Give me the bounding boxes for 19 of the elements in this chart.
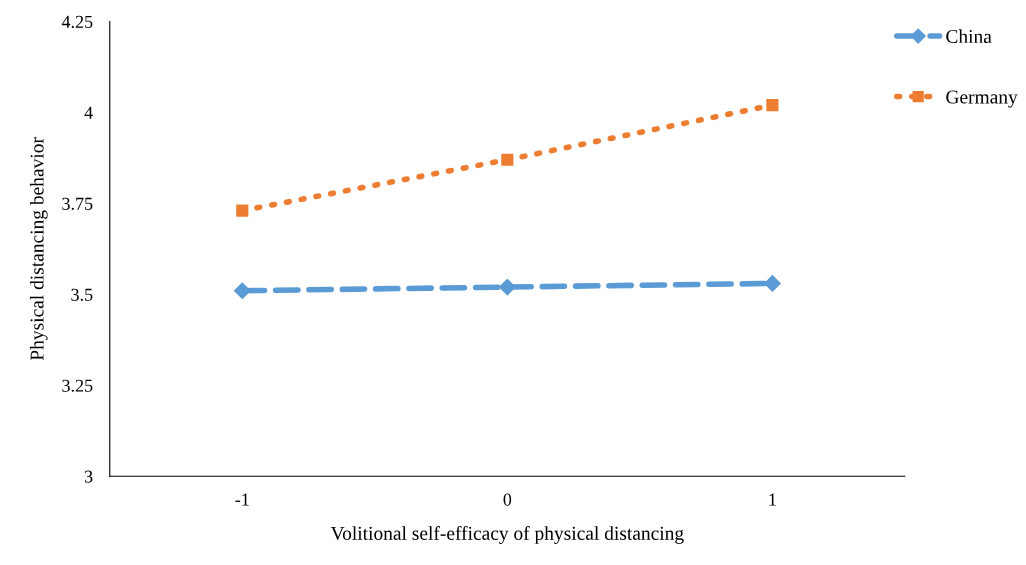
legend-label: China bbox=[946, 29, 992, 44]
legend-label: Germany bbox=[946, 90, 1018, 108]
y-tick-label: 3 bbox=[84, 470, 93, 483]
point bbox=[501, 153, 514, 166]
point bbox=[764, 275, 781, 292]
point bbox=[766, 99, 779, 112]
x-tick-label: 0 bbox=[503, 493, 512, 506]
y-axis-title: Physical distancing behavior bbox=[29, 137, 48, 361]
x-tick-label: -1 bbox=[235, 493, 249, 506]
x-tick-label: 1 bbox=[769, 493, 776, 506]
point bbox=[234, 282, 251, 300]
y-tick-label: 4.25 bbox=[61, 15, 93, 28]
y-tick-label: 4 bbox=[84, 106, 93, 119]
y-tick-label: 3.5 bbox=[71, 288, 93, 301]
x-axis-title: Volitional self-efficacy of physical distancing bbox=[330, 526, 684, 544]
point bbox=[236, 204, 249, 217]
y-tick-label: 3.75 bbox=[62, 197, 93, 210]
point bbox=[499, 278, 516, 296]
y-tick-label: 3.25 bbox=[62, 379, 93, 392]
